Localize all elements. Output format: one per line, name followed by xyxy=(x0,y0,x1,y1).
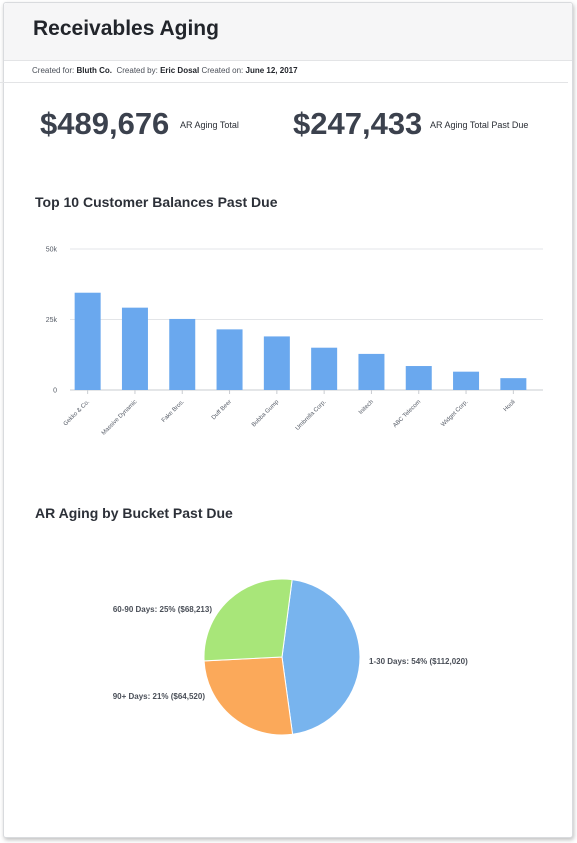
bar xyxy=(500,378,527,390)
created-for-value: Bluth Co. xyxy=(76,66,113,75)
report-meta: Created for: Bluth Co. Created by: Eric … xyxy=(0,59,568,83)
pie-slice xyxy=(281,579,361,735)
bar xyxy=(121,307,148,390)
pie-chart-title: AR Aging by Bucket Past Due xyxy=(35,505,233,521)
x-tick-label: Fake Bros. xyxy=(161,399,186,424)
bar xyxy=(263,336,290,390)
x-tick-label: Hooli xyxy=(503,399,517,413)
created-for-label: Created for: xyxy=(32,66,75,75)
report-header xyxy=(4,3,572,61)
x-tick-label: Gekko & Co. xyxy=(63,399,92,428)
created-on-value: June 12, 2017 xyxy=(245,66,298,75)
created-by-label: Created by: xyxy=(116,66,158,75)
bar-chart-title: Top 10 Customer Balances Past Due xyxy=(35,194,278,210)
pie-chart-slices xyxy=(203,578,361,736)
x-tick-label: Bubba Gump xyxy=(251,399,281,429)
bar-chart-bars xyxy=(74,292,527,390)
x-tick-label: Massive Dynamic xyxy=(101,399,138,436)
pie-label-1-30: 1-30 Days: 54% ($112,020) xyxy=(369,657,468,666)
pie-slice xyxy=(203,656,294,736)
y-tick-label: 25k xyxy=(46,317,58,324)
bar-chart-grid: 0 25k 50k xyxy=(46,247,543,395)
x-tick-label: Umbrella Corp. xyxy=(295,399,328,432)
kpi-past-due-label: AR Aging Total Past Due xyxy=(430,120,529,130)
page-title: Receivables Aging xyxy=(33,17,219,40)
bar-chart-category-labels: Gekko & Co. Massive Dynamic Fake Bros. Duff… xyxy=(63,390,517,437)
pie-slice xyxy=(203,578,293,662)
bar xyxy=(169,318,196,390)
bar xyxy=(453,371,480,390)
created-on-label: Created on: xyxy=(201,66,244,75)
pie-label-60-90: 60-90 Days: 25% ($68,213) xyxy=(112,605,212,614)
kpi-past-due-value: $247,433 xyxy=(293,106,423,141)
y-tick-label: 0 xyxy=(53,388,57,395)
bar xyxy=(405,366,432,390)
bar xyxy=(216,329,243,390)
kpi-ar-total-value: $489,676 xyxy=(40,106,170,141)
y-tick-label: 50k xyxy=(46,247,58,254)
kpi-ar-total-label: AR Aging Total xyxy=(180,120,239,130)
x-tick-label: Widget Corp. xyxy=(440,399,469,428)
bar xyxy=(74,292,101,390)
x-tick-label: Initech xyxy=(358,399,375,416)
x-tick-label: Duff Beer xyxy=(211,399,233,421)
pie-label-90-plus: 90+ Days: 21% ($64,520) xyxy=(112,692,205,701)
created-by-value: Eric Dosal xyxy=(160,66,200,75)
bar xyxy=(358,353,385,390)
bar xyxy=(311,347,338,390)
x-tick-label: ABC Telecom xyxy=(392,399,422,429)
